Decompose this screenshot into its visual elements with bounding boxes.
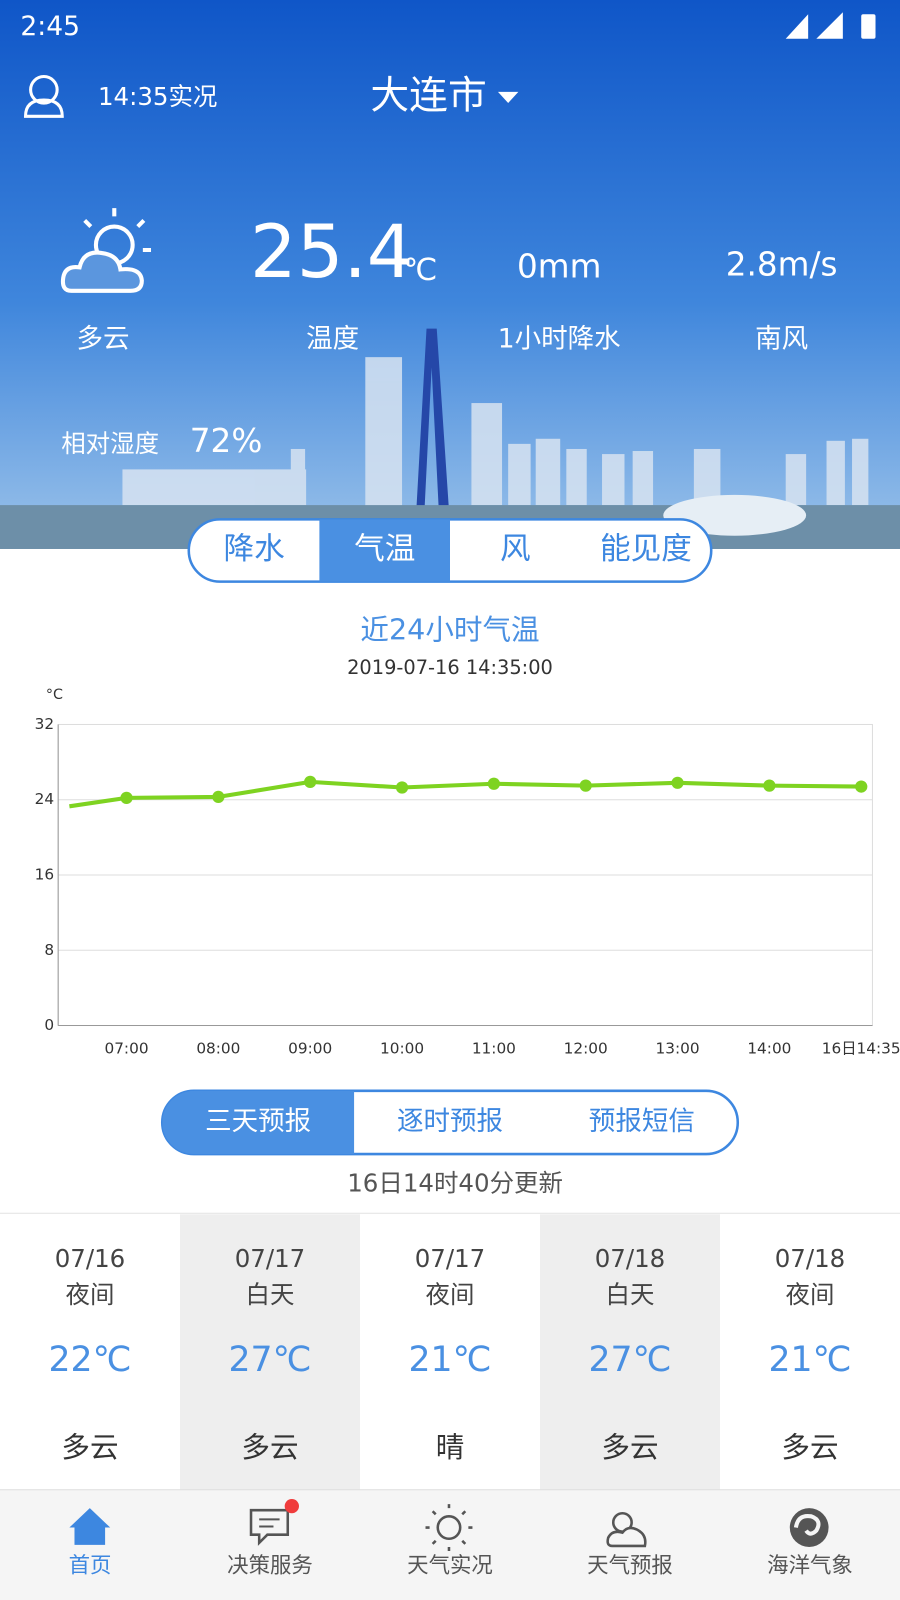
- user-icon[interactable]: [23, 74, 64, 118]
- tab[interactable]: 逐时预报: [397, 1106, 503, 1137]
- point: [579, 779, 592, 792]
- bridge-tower: [416, 328, 449, 511]
- x-tick-label: 12:00: [564, 1039, 608, 1057]
- point: [487, 777, 500, 790]
- skyline: [122, 357, 869, 511]
- point: [120, 791, 133, 804]
- line: [69, 779, 862, 809]
- point: [855, 780, 868, 793]
- chart: 0 8 16 24 32 07:00 08:00 09:00 10:00 11:00 12:00 13…: [35, 715, 900, 1057]
- point: [763, 779, 776, 792]
- x-tick-label: 14:00: [747, 1039, 791, 1057]
- nav-item[interactable]: 天气实况: [407, 1553, 493, 1578]
- x-tick-label: 11:00: [472, 1039, 516, 1057]
- forecast-temp: 27℃: [228, 1340, 311, 1380]
- status-time: 2:45: [20, 11, 80, 42]
- point: [212, 790, 225, 804]
- precip-value: 0mm: [517, 247, 601, 285]
- forecast-date: 07/17: [415, 1244, 486, 1273]
- city-name[interactable]: 大连市: [370, 73, 486, 118]
- y-tick-label: 24: [35, 790, 54, 808]
- forecast-date: 07/18: [595, 1244, 666, 1273]
- temperature-unit: ℃: [403, 253, 437, 288]
- city-dropdown[interactable]: [497, 91, 519, 104]
- y-tick-label: 8: [44, 941, 54, 959]
- chart-tabs: 降水 气温 风 能见度: [187, 518, 713, 583]
- x-tick-label: 08:00: [196, 1039, 240, 1057]
- forecast-period: 白天: [246, 1280, 295, 1309]
- tab-active: [162, 1090, 355, 1155]
- tab[interactable]: 风: [500, 532, 531, 567]
- nav-icons: [69, 1498, 829, 1552]
- card-background: [179, 1214, 360, 1490]
- point: [671, 776, 684, 789]
- nav-item[interactable]: 首页: [69, 1553, 112, 1578]
- card-background: [539, 1214, 720, 1490]
- tab[interactable]: 降水: [223, 532, 284, 567]
- forecast-weather: 多云: [781, 1430, 838, 1464]
- forecast-tabs: 三天预报 逐时预报 预报短信: [160, 1089, 740, 1156]
- tab[interactable]: 气温: [354, 532, 415, 567]
- observed-time: 14:35实况: [98, 82, 217, 111]
- forecast-list: 07/16 夜间 22℃ 多云 07/17 白天 27℃ 多云 07/17 夜间 21℃ 晴 07/18…: [48, 1214, 852, 1490]
- y-tick-label: 0: [44, 1016, 54, 1034]
- forecast-period: 夜间: [66, 1280, 115, 1309]
- forecast-temp: 27℃: [588, 1340, 671, 1380]
- forecast-date: 07/18: [775, 1244, 846, 1273]
- temperature-value: 25.4: [250, 210, 414, 295]
- nav-labels: 首页 决策服务 天气实况 天气预报 海洋气象: [69, 1553, 853, 1578]
- chart-title: 近24小时气温: [360, 613, 539, 647]
- temperature-label: 温度: [306, 323, 359, 354]
- forecast-weather: 多云: [241, 1430, 298, 1464]
- forecast-period: 白天: [606, 1280, 655, 1309]
- forecast-temp: 21℃: [768, 1340, 851, 1380]
- nav-item[interactable]: 决策服务: [227, 1553, 313, 1578]
- point: [304, 775, 317, 788]
- forecast-date: 07/17: [235, 1244, 306, 1273]
- y-tick-label: 32: [35, 715, 54, 733]
- forecast-weather: 多云: [61, 1430, 118, 1464]
- tab[interactable]: 预报短信: [589, 1106, 695, 1137]
- humidity-label: 相对湿度: [61, 429, 159, 458]
- condition-icon: [60, 208, 152, 293]
- tab-active: [319, 519, 450, 582]
- forecast-weather: 晴: [436, 1430, 465, 1464]
- chart-subtitle: 2019-07-16 14:35:00: [347, 656, 553, 679]
- precip-label: 1小时降水: [498, 323, 621, 354]
- forecast-temp: 21℃: [408, 1340, 491, 1380]
- forecast-update: 16日14时40分更新: [347, 1169, 563, 1198]
- status-icons: [785, 12, 876, 39]
- tab[interactable]: 三天预报: [205, 1106, 311, 1137]
- x-tick-label: 16日14:35: [822, 1039, 900, 1057]
- forecast-period: 夜间: [426, 1280, 475, 1309]
- header-background: [0, 0, 900, 549]
- forecast-date: 07/16: [55, 1244, 126, 1273]
- wind-direction: 南风: [755, 323, 808, 354]
- x-tick-label: 07:00: [104, 1039, 148, 1057]
- wind-speed: 2.8m/s: [726, 245, 838, 283]
- x-tick-label: 09:00: [288, 1039, 332, 1057]
- condition-text: 多云: [77, 323, 130, 354]
- humidity-value: 72%: [190, 422, 263, 460]
- forecast-weather: 多云: [601, 1430, 658, 1464]
- nav-item[interactable]: 天气预报: [587, 1553, 673, 1578]
- nav-item[interactable]: 海洋气象: [767, 1553, 853, 1578]
- tab[interactable]: 能见度: [600, 532, 692, 567]
- y-axis-label: °C: [46, 687, 63, 703]
- point: [395, 781, 409, 794]
- forecast-temp: 22℃: [48, 1340, 131, 1380]
- forecast-period: 夜间: [786, 1280, 835, 1309]
- y-tick-label: 16: [35, 865, 54, 883]
- x-tick-label: 10:00: [380, 1039, 424, 1057]
- x-tick-label: 13:00: [656, 1039, 700, 1057]
